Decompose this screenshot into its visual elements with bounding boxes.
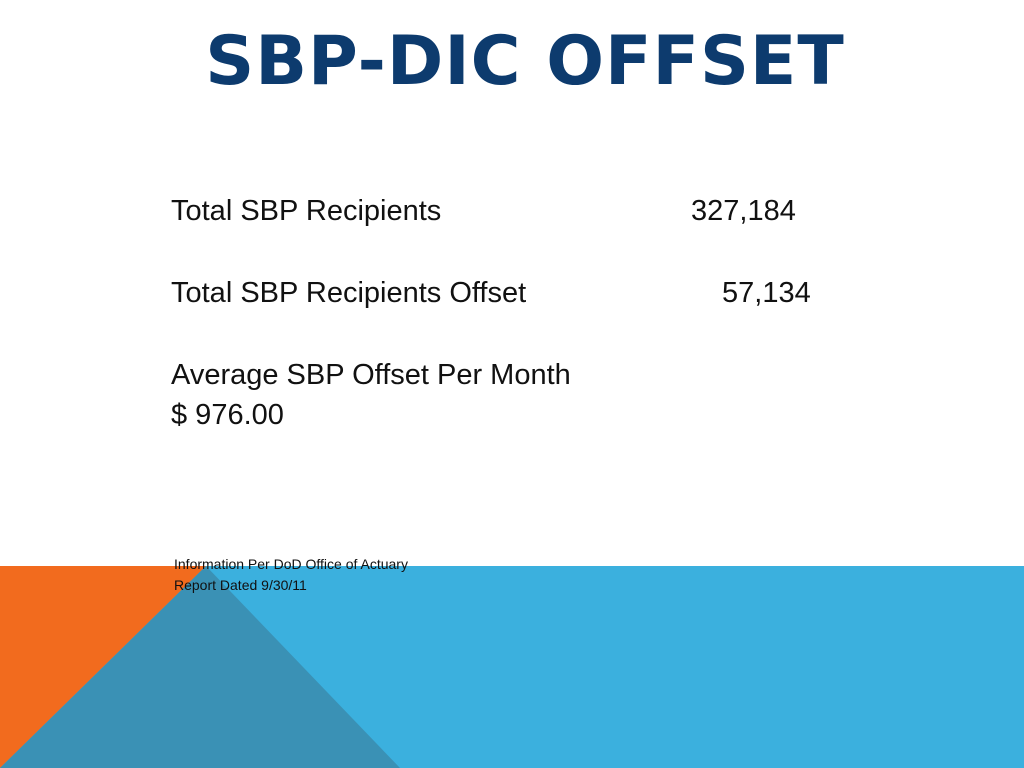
stat-label: Average SBP Offset Per Month (171, 359, 571, 391)
slide-title: SBP-DIC OFFSET (205, 22, 845, 101)
blue-triangle (0, 566, 400, 768)
stat-value: 327,184 (691, 195, 796, 227)
source-line: Information Per DoD Office of Actuary (174, 556, 408, 572)
stat-label: Total SBP Recipients Offset (171, 277, 527, 309)
stat-value: $ 976.00 (171, 399, 284, 431)
stat-label: Total SBP Recipients (171, 195, 442, 227)
source-note: Information Per DoD Office of Actuary Re… (174, 554, 408, 596)
report-date: Report Dated 9/30/11 (174, 577, 307, 593)
stat-value: 57,134 (722, 277, 811, 309)
